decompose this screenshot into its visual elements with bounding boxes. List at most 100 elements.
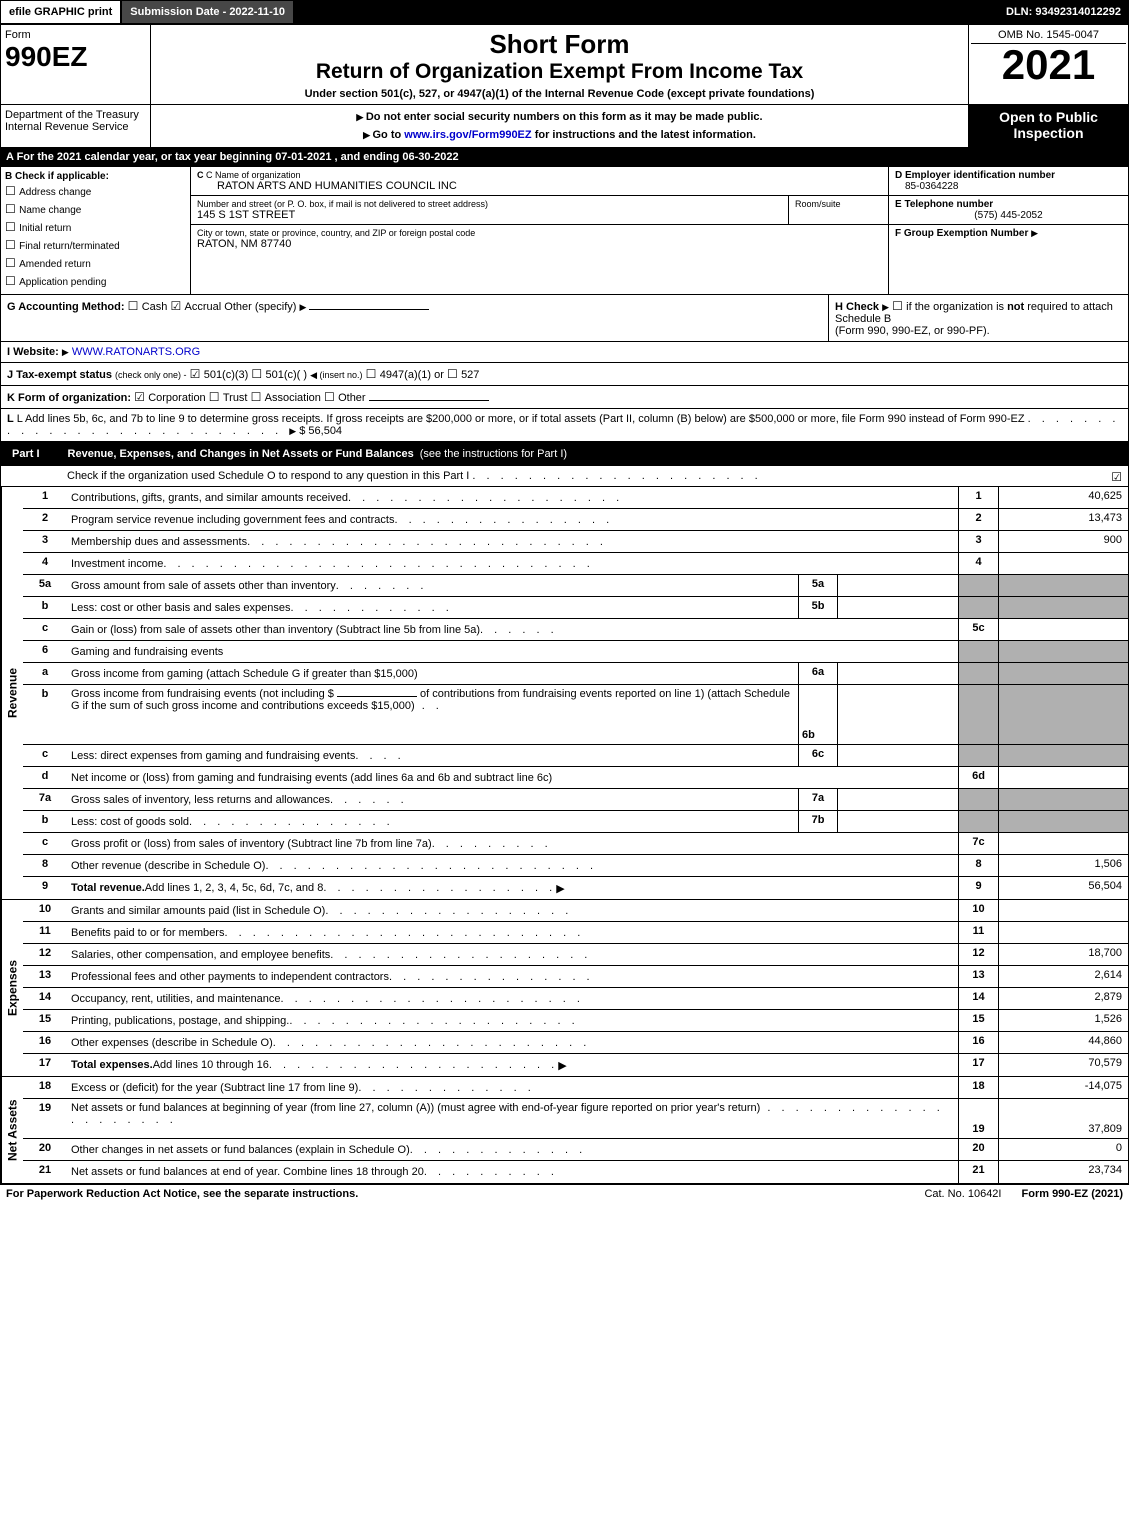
line-19: 19 Net assets or fund balances at beginn… (23, 1099, 1128, 1139)
line-5b: b Less: cost or other basis and sales ex… (23, 597, 1128, 619)
city-label: City or town, state or province, country… (197, 228, 882, 238)
efile-print-label[interactable]: efile GRAPHIC print (0, 0, 121, 24)
ln19-rnum: 19 (958, 1099, 998, 1138)
ln5b-m: 5b (798, 597, 838, 618)
ln5b-rnum (958, 597, 998, 618)
h-check: H Check if the organization is not requi… (828, 295, 1128, 341)
line-15: 15 Printing, publications, postage, and … (23, 1010, 1128, 1032)
p1-dots: . . . . . . . . . . . . . . . . . . . . … (472, 470, 761, 482)
l-text: L L Add lines 5b, 6c, and 7b to line 9 t… (7, 413, 1025, 425)
ln6a-mv (838, 663, 958, 684)
ln11-num: 11 (23, 922, 67, 943)
ln6d-desc: Net income or (loss) from gaming and fun… (67, 767, 958, 788)
chk-corporation[interactable]: Corporation (134, 392, 206, 404)
line-5a: 5a Gross amount from sale of assets othe… (23, 575, 1128, 597)
ln6c-desc: Less: direct expenses from gaming and fu… (67, 745, 798, 766)
k-other-blank[interactable] (369, 400, 489, 401)
line-16: 16 Other expenses (describe in Schedule … (23, 1032, 1128, 1054)
ln7a-desc: Gross sales of inventory, less returns a… (67, 789, 798, 810)
ln7c-desc: Gross profit or (loss) from sales of inv… (67, 833, 958, 854)
chk-trust[interactable]: Trust (209, 392, 248, 404)
footer-right: Form 990-EZ (2021) (1022, 1188, 1124, 1200)
line-17: 17 Total expenses. Add lines 10 through … (23, 1054, 1128, 1076)
chk-accrual[interactable]: Accrual (170, 301, 221, 313)
g-label: G Accounting Method: (7, 301, 125, 313)
chk-address-change[interactable]: Address change (5, 182, 186, 200)
line-2: 2 Program service revenue including gove… (23, 509, 1128, 531)
ln7a-rnum (958, 789, 998, 810)
chk-501c3[interactable]: 501(c)(3) (190, 369, 249, 381)
ln6b-blank[interactable] (337, 696, 417, 697)
line-9: 9 Total revenue. Add lines 1, 2, 3, 4, 5… (23, 877, 1128, 899)
part1-header: Part I Revenue, Expenses, and Changes in… (0, 442, 1129, 466)
l-arrow (289, 425, 296, 437)
ln5a-rnum (958, 575, 998, 596)
ln4-desc: Investment income . . . . . . . . . . . … (67, 553, 958, 574)
chk-application-pending[interactable]: Application pending (5, 272, 186, 290)
ln6b-m: 6b (798, 685, 838, 744)
topbar-spacer (294, 0, 998, 24)
org-name: RATON ARTS AND HUMANITIES COUNCIL INC (197, 180, 882, 192)
addr-block: Number and street (or P. O. box, if mail… (191, 196, 888, 225)
ln13-val: 2,614 (998, 966, 1128, 987)
line-7b: b Less: cost of goods sold . . . . . . .… (23, 811, 1128, 833)
room-label: Room/suite (795, 199, 882, 209)
ln17-num: 17 (23, 1054, 67, 1076)
ln5b-mv (838, 597, 958, 618)
ln5a-val (998, 575, 1128, 596)
ln1-num: 1 (23, 487, 67, 508)
ln18-desc: Excess or (deficit) for the year (Subtra… (67, 1077, 958, 1098)
chk-cash[interactable]: Cash (128, 301, 168, 313)
city-state-zip: RATON, NM 87740 (197, 238, 882, 250)
line-12: 12 Salaries, other compensation, and emp… (23, 944, 1128, 966)
chk-initial-return[interactable]: Initial return (5, 218, 186, 236)
ln13-rnum: 13 (958, 966, 998, 987)
website-link[interactable]: WWW.RATONARTS.ORG (72, 346, 200, 358)
chk-other-org[interactable]: Other (324, 392, 366, 404)
ln18-val: -14,075 (998, 1077, 1128, 1098)
ln5c-val (998, 619, 1128, 640)
chk-527[interactable]: 527 (447, 369, 479, 381)
ln6d-rnum: 6d (958, 767, 998, 788)
j-label: J Tax-exempt status (7, 369, 112, 381)
ln12-rnum: 12 (958, 944, 998, 965)
expenses-rows: 10 Grants and similar amounts paid (list… (23, 900, 1128, 1076)
ln2-num: 2 (23, 509, 67, 530)
irs-link[interactable]: www.irs.gov/Form990EZ (404, 129, 531, 141)
ln6a-desc: Gross income from gaming (attach Schedul… (67, 663, 798, 684)
ln19-desc: Net assets or fund balances at beginning… (67, 1099, 958, 1138)
chk-amended-return[interactable]: Amended return (5, 254, 186, 272)
g-other-blank[interactable] (309, 309, 429, 310)
chk-4947[interactable]: 4947(a)(1) or (366, 369, 444, 381)
line-6: 6 Gaming and fundraising events (23, 641, 1128, 663)
chk-schedule-b[interactable] (892, 301, 906, 313)
ln7b-rnum (958, 811, 998, 832)
chk-association[interactable]: Association (251, 392, 321, 404)
note-goto: Go to www.irs.gov/Form990EZ for instruct… (157, 129, 962, 141)
ln5a-num: 5a (23, 575, 67, 596)
col-b-checkboxes: B Check if applicable: Address change Na… (1, 167, 191, 294)
chk-501c[interactable]: 501(c)( ) (251, 369, 307, 381)
ln13-desc: Professional fees and other payments to … (67, 966, 958, 987)
i-label: I Website: (7, 346, 59, 358)
return-title: Return of Organization Exempt From Incom… (155, 60, 964, 84)
ln6a-rnum (958, 663, 998, 684)
room-suite: Room/suite (788, 196, 888, 224)
subtitle: Under section 501(c), 527, or 4947(a)(1)… (155, 88, 964, 100)
ln10-num: 10 (23, 900, 67, 921)
row-g-h: G Accounting Method: Cash Accrual Other … (0, 295, 1129, 342)
chk-schedule-o[interactable] (1111, 470, 1122, 484)
ln2-val: 13,473 (998, 509, 1128, 530)
l-amount: $ 56,504 (299, 425, 342, 437)
ln7b-mv (838, 811, 958, 832)
ln14-rnum: 14 (958, 988, 998, 1009)
f-label: F Group Exemption Number (895, 228, 1028, 239)
chk-name-change[interactable]: Name change (5, 200, 186, 218)
footer-mid: Cat. No. 10642I (904, 1188, 1021, 1200)
col-b-title: B Check if applicable: (5, 171, 186, 182)
ln6c-m: 6c (798, 745, 838, 766)
chk-final-return[interactable]: Final return/terminated (5, 236, 186, 254)
ln18-rnum: 18 (958, 1077, 998, 1098)
ln7a-val (998, 789, 1128, 810)
f-arrow (1031, 228, 1038, 239)
